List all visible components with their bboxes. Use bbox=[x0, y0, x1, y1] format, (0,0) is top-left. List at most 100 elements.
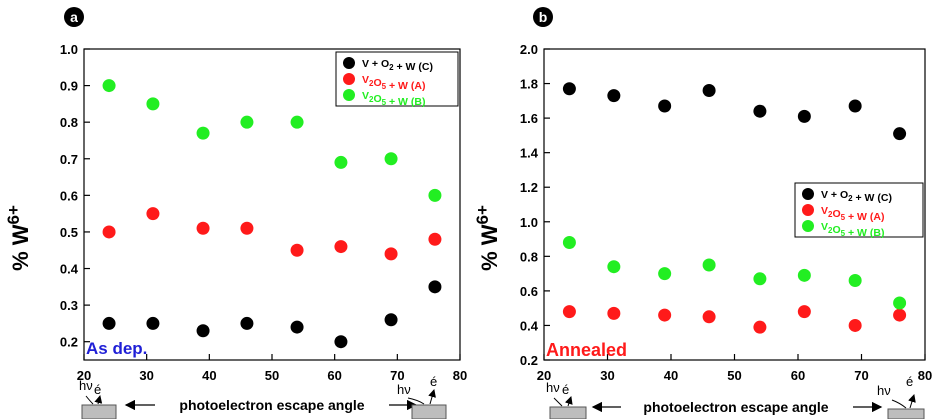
panel-b-x-tick-label: 40 bbox=[664, 368, 678, 383]
panel-a-legend-label: V2O5 + W (A) bbox=[362, 74, 425, 92]
panel-a-x-tick-label: 40 bbox=[202, 368, 216, 383]
panel-a-legend-label: V2O5 + W (B) bbox=[362, 90, 425, 108]
panel-a-x-tick-label: 60 bbox=[327, 368, 341, 383]
panel-b-x-tick-label: 30 bbox=[600, 368, 614, 383]
panel-b-electron-right: é bbox=[906, 374, 913, 389]
panel-b-series-3-point bbox=[658, 267, 672, 281]
panel-a-xlabel: photoelectron escape angle bbox=[179, 397, 364, 413]
panel-b-series-1-point bbox=[797, 109, 811, 123]
panel-a-series-2-point bbox=[240, 221, 254, 235]
panel-b-y-tick-label: 2.0 bbox=[520, 42, 538, 57]
panel-b-legend-label: V2O5 + W (A) bbox=[821, 205, 884, 223]
panel-b-series-3-point bbox=[607, 260, 621, 274]
panel-b-y-tick-label: 1.0 bbox=[520, 215, 538, 230]
panel-b-series-2-point bbox=[702, 310, 716, 324]
panel-b-x-tick-label: 80 bbox=[918, 368, 932, 383]
panel-b-photon-path-left bbox=[553, 397, 563, 407]
panel-a-series-1-point bbox=[146, 316, 160, 330]
panel-a-x-tick-label: 70 bbox=[390, 368, 404, 383]
panel-b-series-2-point bbox=[797, 305, 811, 319]
panel-a-y-ticks: 0.2 0.3 0.4 0.5 0.6 0.7 0.8 0.9 1.0 bbox=[60, 42, 90, 350]
panel-a-x-tick-label: 80 bbox=[453, 368, 467, 383]
panel-b-ylabel: % W6+ bbox=[473, 205, 502, 271]
panel-a-series-1-point bbox=[240, 316, 254, 330]
panel-b-series-3-point bbox=[562, 236, 576, 250]
panel-b: b % W6+ 20 30 40 50 60 70 80 0.2 0.4 0.6 0.8 1.0 1.… bbox=[473, 7, 932, 383]
panel-b-sample-left bbox=[549, 406, 587, 419]
panel-b-legend-box bbox=[794, 182, 924, 238]
panel-a-photon-path-right bbox=[407, 397, 425, 405]
panel-b-series-3-point bbox=[702, 258, 716, 272]
panel-a-series-3-point bbox=[290, 115, 304, 129]
panel-b-legend-label: V + O2 + W (C) bbox=[821, 189, 892, 204]
panel-a-legend-marker bbox=[343, 73, 355, 85]
panel-a-legend: V + O2 + W (C)V2O5 + W (A)V2O5 + W (B) bbox=[335, 51, 459, 108]
panel-b-series-3-point bbox=[893, 296, 907, 310]
panel-b-series-2-point bbox=[893, 308, 907, 322]
panel-a: a % W6+ 20 30 40 50 60 70 80 0.20.30.40.50.60.… bbox=[4, 7, 467, 383]
panel-b-y-tick-label: 0.2 bbox=[520, 353, 538, 368]
panel-b-legend-label: V2O5 + W (B) bbox=[821, 221, 884, 239]
panel-b-series-1-point bbox=[702, 83, 716, 97]
panel-b-electron-arrow-right bbox=[908, 394, 916, 409]
panel-a-series-3-point bbox=[384, 152, 398, 166]
panel-a-series-1-point bbox=[428, 280, 442, 294]
panel-b-y-tick-label: 1.4 bbox=[520, 146, 539, 161]
panel-b-y-tick-label: 0.8 bbox=[520, 249, 538, 264]
panel-a-series-1-point bbox=[334, 335, 348, 349]
panel-b-y-tick-label: 1.6 bbox=[520, 111, 538, 126]
panel-b-y-tick-label: 1.2 bbox=[520, 180, 538, 195]
panel-a-y-tick-label: 0.4 bbox=[60, 262, 79, 277]
panel-a-xlabel-schematic: hν é photoelectron escape angle hν é bbox=[79, 374, 447, 419]
panel-b-series-2-point bbox=[753, 320, 767, 334]
panel-a-series-3-point bbox=[146, 97, 160, 111]
panel-b-annotation: Annealed bbox=[546, 340, 627, 360]
panel-a-series-1-point bbox=[384, 313, 398, 327]
panel-b-series-3-point bbox=[797, 268, 811, 282]
panel-b-series-1-point bbox=[848, 99, 862, 113]
panel-a-photon-path-left bbox=[85, 395, 94, 405]
panel-a-series-3-point bbox=[102, 79, 116, 93]
panel-b-x-ticks: 20 30 40 50 60 70 80 bbox=[537, 354, 932, 383]
panel-b-series-3-point bbox=[848, 274, 862, 288]
panel-a-y-tick-label: 0.7 bbox=[60, 152, 78, 167]
panel-b-legend-marker bbox=[802, 188, 814, 200]
panel-a-photon-right: hν bbox=[397, 382, 411, 397]
panel-b-legend-marker bbox=[802, 204, 814, 216]
panel-a-sample-left bbox=[81, 404, 117, 419]
panel-a-y-tick-label: 0.3 bbox=[60, 298, 78, 313]
panel-b-series-1-point bbox=[753, 104, 767, 118]
panel-a-series-2-point bbox=[334, 240, 348, 254]
panel-a-series-1-point bbox=[102, 316, 116, 330]
panel-a-photon-left: hν bbox=[79, 378, 93, 393]
panel-a-series-1-point bbox=[290, 320, 304, 334]
panel-b-badge bbox=[533, 7, 553, 27]
panel-a-series-2-point bbox=[428, 232, 442, 246]
panel-b-x-tick-label: 50 bbox=[727, 368, 741, 383]
panel-a-electron-arrow-right bbox=[428, 389, 436, 405]
panel-a-legend-marker bbox=[343, 89, 355, 101]
panel-a-y-tick-label: 1.0 bbox=[60, 42, 78, 57]
panel-a-series-2-point bbox=[290, 243, 304, 257]
panel-b-x-tick-label: 70 bbox=[854, 368, 868, 383]
panel-a-series-2-point bbox=[384, 247, 398, 261]
panel-a-legend-box bbox=[335, 51, 459, 107]
panel-b-series-1-point bbox=[562, 82, 576, 96]
panel-a-x-tick-label: 30 bbox=[139, 368, 153, 383]
panel-b-series-2-point bbox=[658, 308, 672, 322]
panel-a-series-2-point bbox=[102, 225, 116, 239]
panel-b-photon-right: hν bbox=[877, 383, 891, 398]
panel-a-label: a bbox=[70, 9, 78, 25]
panel-b-y-tick-label: 0.6 bbox=[520, 284, 538, 299]
panel-a-electron-right: é bbox=[430, 374, 437, 389]
panel-a-series-3-point bbox=[240, 115, 254, 129]
panel-a-series-3-point bbox=[428, 188, 442, 202]
panel-b-series-2-point bbox=[562, 305, 576, 319]
panel-b-series-3-point bbox=[753, 272, 767, 286]
panel-a-x-tick-label: 50 bbox=[265, 368, 279, 383]
panel-a-electron-arrow-left bbox=[94, 395, 103, 405]
panel-a-y-tick-label: 0.2 bbox=[60, 335, 78, 350]
panel-a-series-2-point bbox=[146, 207, 160, 221]
panel-a-series-2-point bbox=[196, 221, 210, 235]
panel-b-x-tick-label: 20 bbox=[537, 368, 551, 383]
